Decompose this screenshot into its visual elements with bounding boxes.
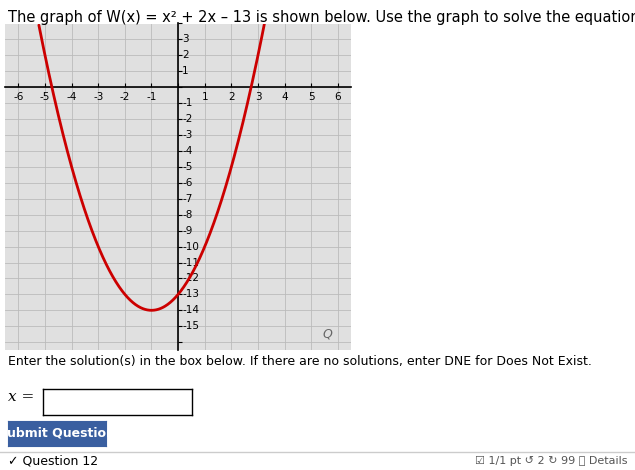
Text: Q: Q <box>323 328 333 341</box>
Text: -9: -9 <box>182 226 192 235</box>
Text: -3: -3 <box>182 130 192 140</box>
Text: The graph of W(x) = x² + 2x – 13 is shown below. Use the graph to solve the equa: The graph of W(x) = x² + 2x – 13 is show… <box>8 10 635 25</box>
Text: -11: -11 <box>182 258 199 267</box>
Text: x =: x = <box>8 390 34 404</box>
Text: 3: 3 <box>182 34 189 45</box>
Text: -1: -1 <box>182 98 192 108</box>
Text: -12: -12 <box>182 274 199 283</box>
Text: ✓ Question 12: ✓ Question 12 <box>8 454 98 467</box>
Text: -7: -7 <box>182 194 192 204</box>
Text: -10: -10 <box>182 242 199 251</box>
Text: Submit Question: Submit Question <box>0 427 116 440</box>
Text: -4: -4 <box>182 146 192 156</box>
Text: -14: -14 <box>182 306 199 315</box>
Text: ☑ 1/1 pt ↺ 2 ↻ 99 ⓘ Details: ☑ 1/1 pt ↺ 2 ↻ 99 ⓘ Details <box>475 455 627 466</box>
Text: -2: -2 <box>182 114 192 124</box>
Text: Enter the solution(s) in the box below. If there are no solutions, enter DNE for: Enter the solution(s) in the box below. … <box>8 355 591 368</box>
Text: 2: 2 <box>182 50 189 60</box>
Text: -6: -6 <box>182 178 192 188</box>
Text: -13: -13 <box>182 290 199 299</box>
Text: -8: -8 <box>182 210 192 219</box>
Text: -5: -5 <box>182 162 192 172</box>
Text: 1: 1 <box>182 66 189 76</box>
Text: -15: -15 <box>182 321 199 331</box>
